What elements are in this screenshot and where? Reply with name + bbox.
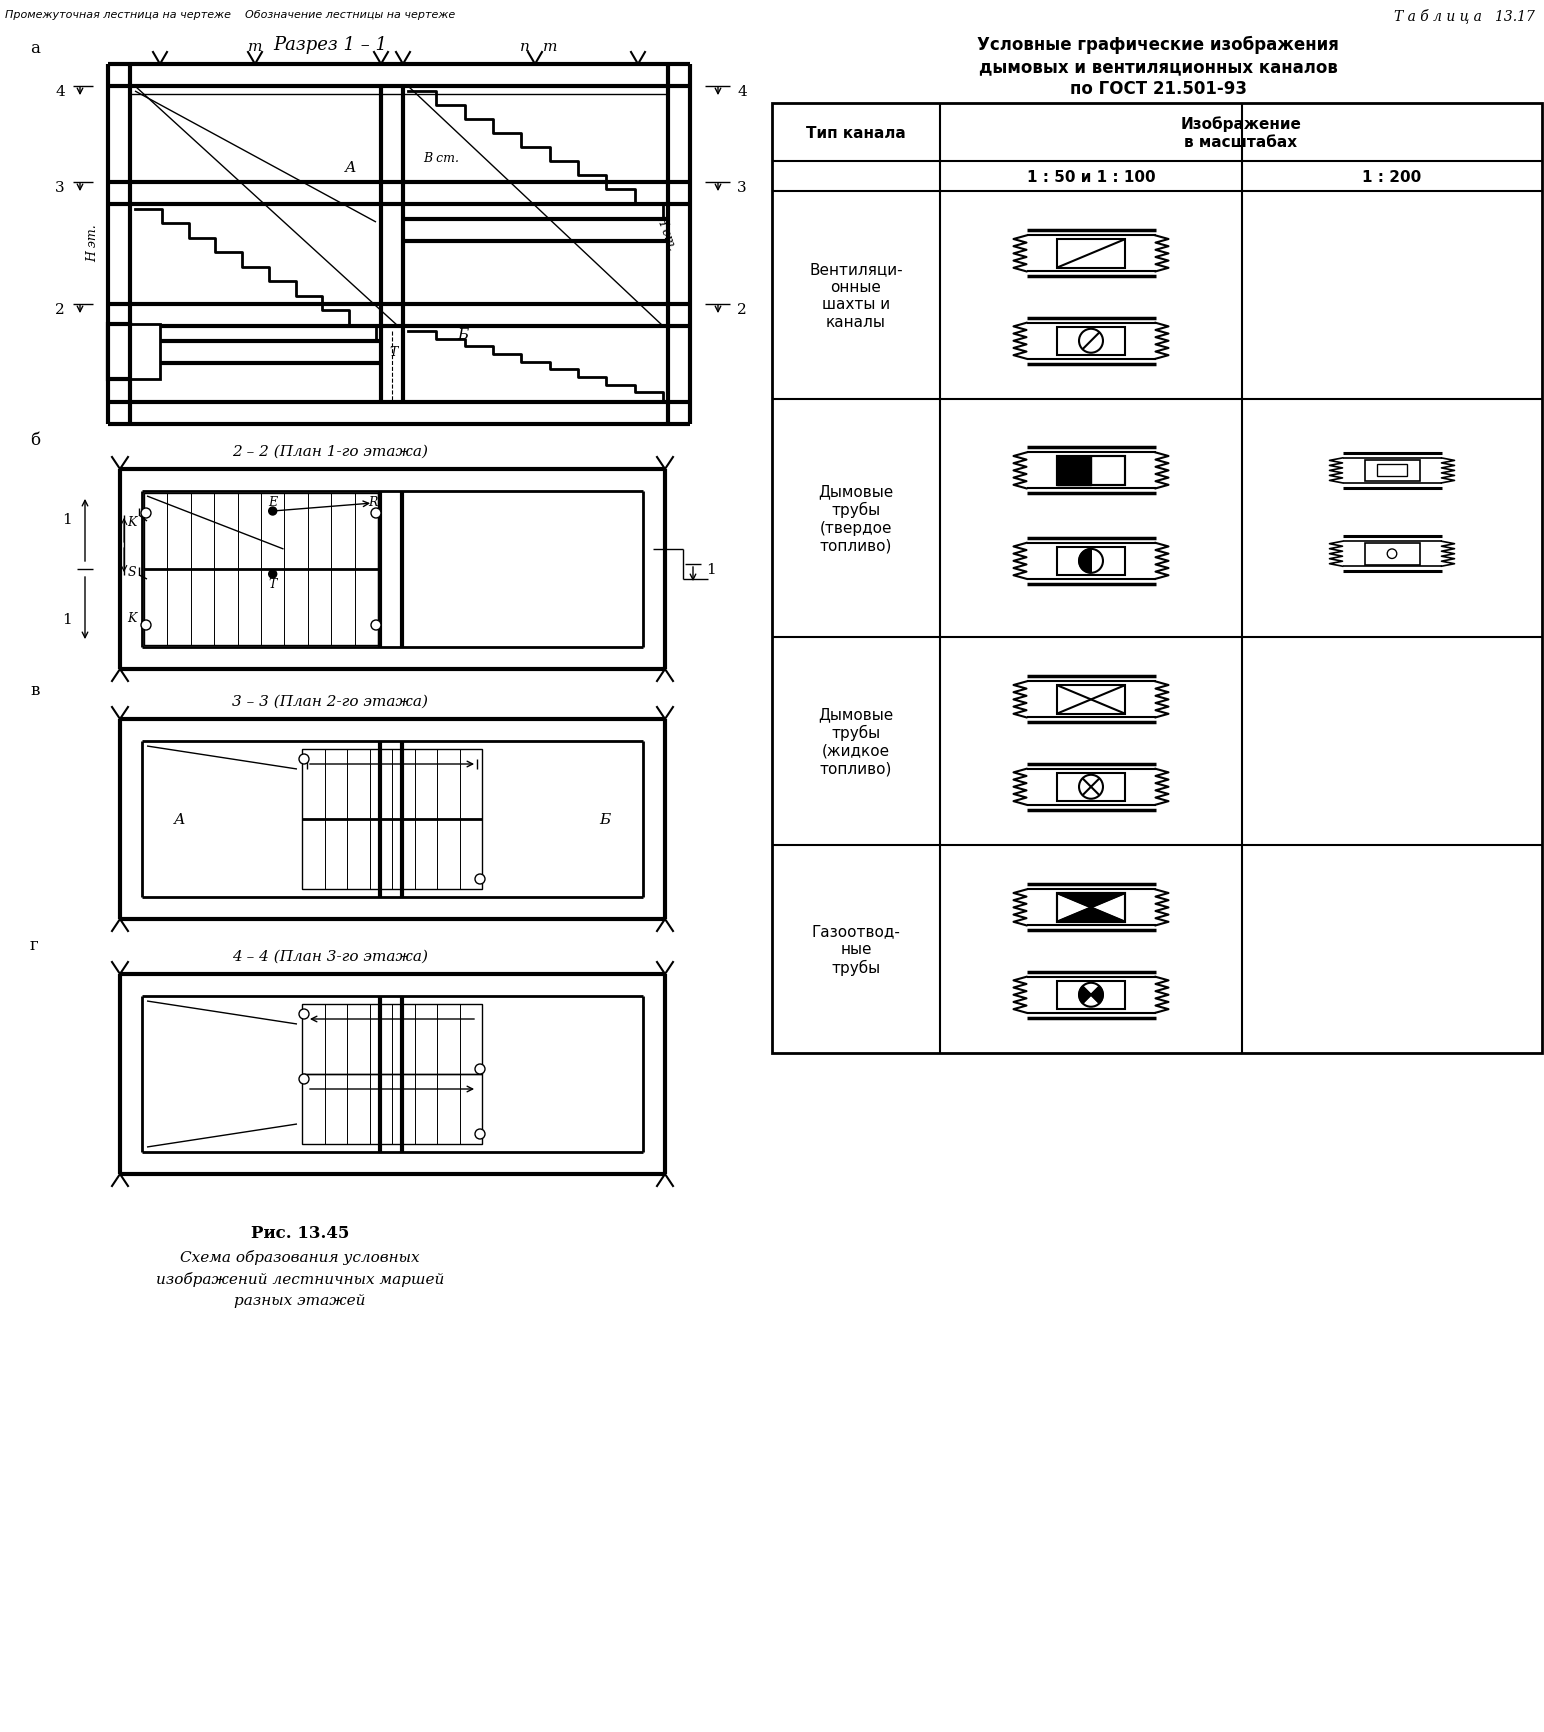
- Text: В ст.: В ст.: [423, 151, 459, 165]
- Text: Н ст.: Н ст.: [653, 213, 678, 253]
- Circle shape: [476, 1065, 485, 1074]
- Text: А: А: [174, 812, 185, 826]
- Bar: [1058, 980, 1126, 1010]
- Bar: [108, 326, 161, 379]
- Text: г: г: [29, 935, 39, 953]
- Bar: [303, 750, 482, 890]
- Text: 1 : 50 и 1 : 100: 1 : 50 и 1 : 100: [1027, 170, 1155, 184]
- Text: 2: 2: [56, 303, 65, 317]
- Text: 1: 1: [62, 513, 73, 527]
- Circle shape: [300, 1074, 309, 1084]
- Text: в: в: [29, 681, 40, 698]
- Text: б: б: [29, 431, 40, 449]
- Bar: [1058, 241, 1126, 268]
- Text: 3 – 3 (План 2-го этажа): 3 – 3 (План 2-го этажа): [232, 695, 428, 708]
- Text: Вентиляци-
онные
шахты и
каналы: Вентиляци- онные шахты и каналы: [809, 262, 903, 329]
- Bar: [144, 494, 378, 646]
- Polygon shape: [1058, 457, 1092, 485]
- Text: Т а б л и ц а   13.17: Т а б л и ц а 13.17: [1394, 9, 1535, 23]
- Text: 4: 4: [56, 85, 65, 99]
- Text: 1 : 200: 1 : 200: [1362, 170, 1422, 184]
- Text: 3: 3: [736, 180, 747, 196]
- Bar: [1365, 544, 1419, 565]
- Text: m: m: [249, 40, 262, 54]
- Circle shape: [371, 620, 381, 630]
- Text: 2 – 2 (План 1-го этажа): 2 – 2 (План 1-го этажа): [232, 445, 428, 459]
- Text: K: K: [127, 611, 137, 624]
- Polygon shape: [1092, 987, 1102, 1003]
- Text: Условные графические изображения: Условные графические изображения: [977, 36, 1339, 54]
- Polygon shape: [1079, 549, 1092, 573]
- Text: а: а: [29, 40, 40, 57]
- Bar: [1058, 686, 1126, 714]
- Text: по ГОСТ 21.501-93: по ГОСТ 21.501-93: [1070, 80, 1246, 99]
- Circle shape: [300, 1010, 309, 1020]
- Circle shape: [269, 507, 276, 516]
- Circle shape: [476, 875, 485, 885]
- Circle shape: [300, 755, 309, 764]
- Polygon shape: [1058, 908, 1126, 921]
- Bar: [1058, 327, 1126, 355]
- Bar: [1058, 457, 1126, 485]
- Text: Тип канала: Тип канала: [806, 125, 906, 140]
- Text: Газоотвод-
ные
трубы: Газоотвод- ные трубы: [812, 923, 900, 975]
- Text: Промежуточная лестница на чертеже    Обозначение лестницы на чертеже: Промежуточная лестница на чертеже Обозна…: [5, 10, 455, 21]
- Text: S: S: [128, 565, 136, 578]
- Text: Дымовые
трубы
(жидкое
топливо): Дымовые трубы (жидкое топливо): [818, 707, 894, 776]
- Bar: [1058, 457, 1126, 485]
- Text: n: n: [520, 40, 530, 54]
- Text: А: А: [346, 161, 357, 175]
- Text: Т: Т: [389, 345, 398, 359]
- Text: 4 – 4 (План 3-го этажа): 4 – 4 (План 3-го этажа): [232, 949, 428, 963]
- Text: K: K: [127, 514, 137, 528]
- Polygon shape: [1058, 894, 1126, 908]
- Text: 4: 4: [736, 85, 747, 99]
- Bar: [1365, 461, 1419, 481]
- Bar: [303, 1074, 482, 1145]
- Text: 3: 3: [56, 180, 65, 196]
- Text: 2: 2: [736, 303, 747, 317]
- Text: Дымовые
трубы
(твердое
топливо): Дымовые трубы (твердое топливо): [818, 485, 894, 553]
- Circle shape: [141, 620, 151, 630]
- Text: изображений лестничных маршей: изображений лестничных маршей: [156, 1271, 445, 1287]
- Bar: [1058, 772, 1126, 802]
- Text: разных этажей: разных этажей: [235, 1294, 366, 1308]
- Text: T: T: [269, 577, 276, 591]
- Bar: [1058, 894, 1126, 921]
- Text: Схема образования условных: Схема образования условных: [181, 1249, 420, 1264]
- Text: Изображение
в масштабах: Изображение в масштабах: [1181, 116, 1302, 149]
- Bar: [108, 326, 130, 379]
- Circle shape: [269, 570, 276, 578]
- Text: R: R: [369, 495, 378, 507]
- Bar: [303, 1005, 482, 1074]
- Text: E: E: [269, 495, 278, 507]
- Text: Б: Б: [599, 812, 610, 826]
- Polygon shape: [1079, 987, 1092, 1003]
- Bar: [1058, 547, 1126, 575]
- Circle shape: [141, 509, 151, 518]
- Bar: [772, 104, 1542, 1053]
- Text: дымовых и вентиляционных каналов: дымовых и вентиляционных каналов: [979, 57, 1337, 76]
- Bar: [1377, 466, 1407, 476]
- Text: 1: 1: [706, 563, 716, 577]
- Text: Рис. 13.45: Рис. 13.45: [250, 1225, 349, 1242]
- Text: Разрез 1 – 1: Разрез 1 – 1: [273, 36, 388, 54]
- Bar: [1058, 894, 1126, 921]
- Circle shape: [371, 509, 381, 518]
- Circle shape: [476, 1129, 485, 1140]
- Text: 1: 1: [62, 613, 73, 627]
- Text: Б: Б: [457, 327, 469, 341]
- Text: Н эт.: Н эт.: [86, 223, 99, 262]
- Text: m: m: [543, 40, 557, 54]
